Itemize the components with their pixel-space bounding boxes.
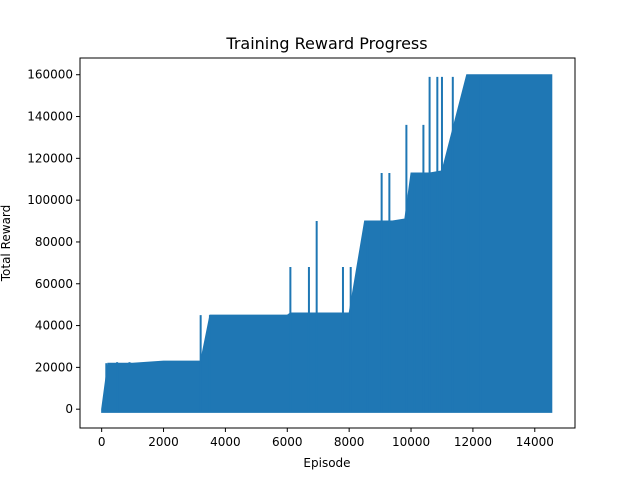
y-tick-label: 80000: [35, 235, 73, 249]
y-tick-label: 40000: [35, 319, 73, 333]
y-axis-ticks: 0 20000 40000 60000 80000 100000 120000 140000 1…: [27, 68, 80, 416]
chart-title: Training Reward Progress: [225, 34, 427, 53]
y-tick-label: 20000: [35, 360, 73, 374]
y-tick-label: 60000: [35, 277, 73, 291]
x-tick-label: 4000: [210, 435, 241, 449]
y-tick-label: 140000: [27, 110, 73, 124]
y-tick-label: 0: [65, 402, 73, 416]
y-axis-label: Total Reward: [0, 205, 13, 283]
x-tick-label: 12000: [454, 435, 492, 449]
x-tick-label: 0: [98, 435, 106, 449]
y-tick-label: 160000: [27, 68, 73, 82]
axes-frame: [79, 57, 576, 429]
x-axis-ticks: 0 2000 4000 6000 8000 10000 12000 14000: [98, 428, 554, 449]
plot-area: [101, 74, 553, 413]
y-tick-label: 100000: [27, 193, 73, 207]
x-axis-label: Episode: [303, 456, 350, 470]
y-tick-label: 120000: [27, 151, 73, 165]
x-tick-label: 14000: [516, 435, 554, 449]
x-tick-label: 6000: [272, 435, 303, 449]
x-tick-label: 10000: [392, 435, 430, 449]
x-tick-label: 2000: [148, 435, 179, 449]
series-band-0: [101, 74, 553, 413]
x-tick-label: 8000: [334, 435, 365, 449]
